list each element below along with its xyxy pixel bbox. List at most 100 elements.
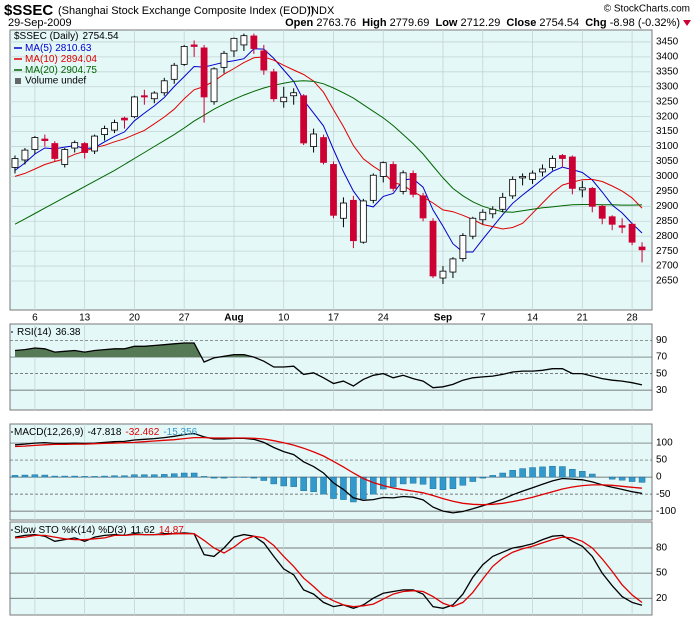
histogram-bar: [112, 476, 118, 477]
exchange: INDX: [308, 5, 335, 17]
quote-label: High: [362, 17, 387, 29]
x-tick-label: 6: [32, 313, 38, 324]
histogram-bar: [440, 477, 446, 490]
legend-label: MA(5): [25, 43, 52, 54]
legend-label: Slow STO: [14, 525, 59, 536]
quote-value: 2763.76: [316, 17, 356, 29]
x-tick-label: 7: [480, 313, 486, 324]
plot-area: [10, 324, 652, 410]
histogram-bar: [121, 476, 127, 477]
candle-body: [32, 138, 38, 150]
chart-subtitle: (Shanghai Stock Exchange Composite Index…: [58, 5, 314, 17]
x-tick-label: 24: [378, 313, 390, 324]
histogram-bar: [480, 477, 486, 478]
candle-body: [530, 173, 536, 179]
legend-value: -32.462: [125, 427, 159, 438]
candle-body: [82, 144, 88, 153]
histogram-bar: [410, 477, 416, 483]
histogram-bar: [400, 477, 406, 484]
histogram-bar: [22, 475, 28, 477]
histogram-bar: [92, 476, 98, 477]
y-tick-label: 20: [656, 593, 668, 604]
y-tick-label: 30: [656, 385, 668, 396]
candle-body: [251, 36, 257, 49]
legend-label: MA(20): [25, 65, 58, 76]
x-tick-label: 21: [577, 313, 589, 324]
y-tick-label: 70: [656, 352, 668, 363]
candle-body: [579, 188, 585, 190]
source: © StockCharts.com: [604, 4, 690, 15]
candle-body: [271, 72, 277, 99]
candle-body: [241, 36, 247, 45]
y-tick-label: 3050: [656, 156, 679, 167]
candle-body: [569, 157, 575, 188]
y-tick-label: 2800: [656, 231, 679, 242]
candle-body: [321, 138, 327, 163]
candle-body: [311, 134, 317, 147]
histogram-bar: [311, 477, 317, 492]
candle-body: [151, 93, 157, 99]
candle-body: [500, 197, 506, 209]
legend-label: %K(14): [62, 525, 95, 536]
x-tick-label: 13: [79, 313, 91, 324]
histogram-bar: [131, 475, 137, 477]
quote-value: -8.98 (-0.32%): [610, 17, 680, 29]
histogram-bar: [559, 467, 565, 478]
legend-label: $SSEC (Daily): [14, 31, 78, 42]
histogram-bar: [530, 468, 536, 478]
y-tick-label: 50: [656, 455, 668, 466]
y-tick-label: 3000: [656, 171, 679, 182]
histogram-bar: [291, 477, 297, 487]
y-tick-label: 50: [656, 568, 668, 579]
candle-body: [171, 65, 177, 79]
y-tick-label: 2950: [656, 186, 679, 197]
y-tick-label: 80: [656, 543, 668, 554]
y-tick-label: 100: [656, 438, 673, 449]
histogram-bar: [201, 476, 207, 477]
y-tick-label: 3300: [656, 81, 679, 92]
candle-body: [72, 143, 78, 148]
histogram-bar: [221, 477, 227, 478]
candle-body: [22, 150, 28, 160]
y-tick-label: 3400: [656, 52, 679, 63]
histogram-bar: [141, 475, 147, 477]
histogram-bar: [540, 467, 546, 477]
legend-entry: MA(10)2894.04: [25, 54, 97, 65]
legend-value: -47.818: [87, 427, 121, 438]
candle-body: [629, 224, 635, 242]
histogram-bar: [12, 475, 18, 477]
histogram-bar: [281, 477, 287, 486]
candle-body: [102, 129, 108, 135]
legend-value: 2894.04: [61, 54, 98, 65]
candle-body: [549, 158, 555, 167]
histogram-bar: [42, 475, 48, 477]
y-tick-label: 3100: [656, 141, 679, 152]
candle-body: [291, 93, 297, 96]
legend-entry: MA(5)2810.63: [25, 43, 92, 54]
candle-body: [350, 200, 356, 240]
histogram-bar: [579, 471, 585, 477]
candle-body: [62, 150, 68, 165]
histogram-bar: [390, 477, 396, 487]
histogram-bar: [161, 474, 167, 477]
y-tick-label: 2700: [656, 261, 679, 272]
y-tick-label: 3450: [656, 37, 679, 48]
candle-body: [540, 169, 546, 172]
y-tick-label: 90: [656, 335, 668, 346]
candle-body: [141, 96, 147, 97]
histogram-bar: [629, 477, 635, 481]
histogram-bar: [151, 475, 157, 477]
quote-label: Close: [506, 17, 536, 29]
histogram-bar: [420, 477, 426, 484]
quote-label: Chg: [585, 17, 606, 29]
quote-value: 2712.29: [461, 17, 501, 29]
candle-body: [330, 164, 336, 215]
histogram-bar: [520, 469, 526, 478]
histogram-bar: [211, 477, 217, 478]
histogram-bar: [261, 477, 267, 480]
y-tick-label: 2650: [656, 276, 679, 287]
histogram-bar: [72, 476, 78, 477]
quote-label: Open: [285, 17, 313, 29]
histogram-bar: [470, 477, 476, 481]
down-arrow: [683, 20, 691, 26]
